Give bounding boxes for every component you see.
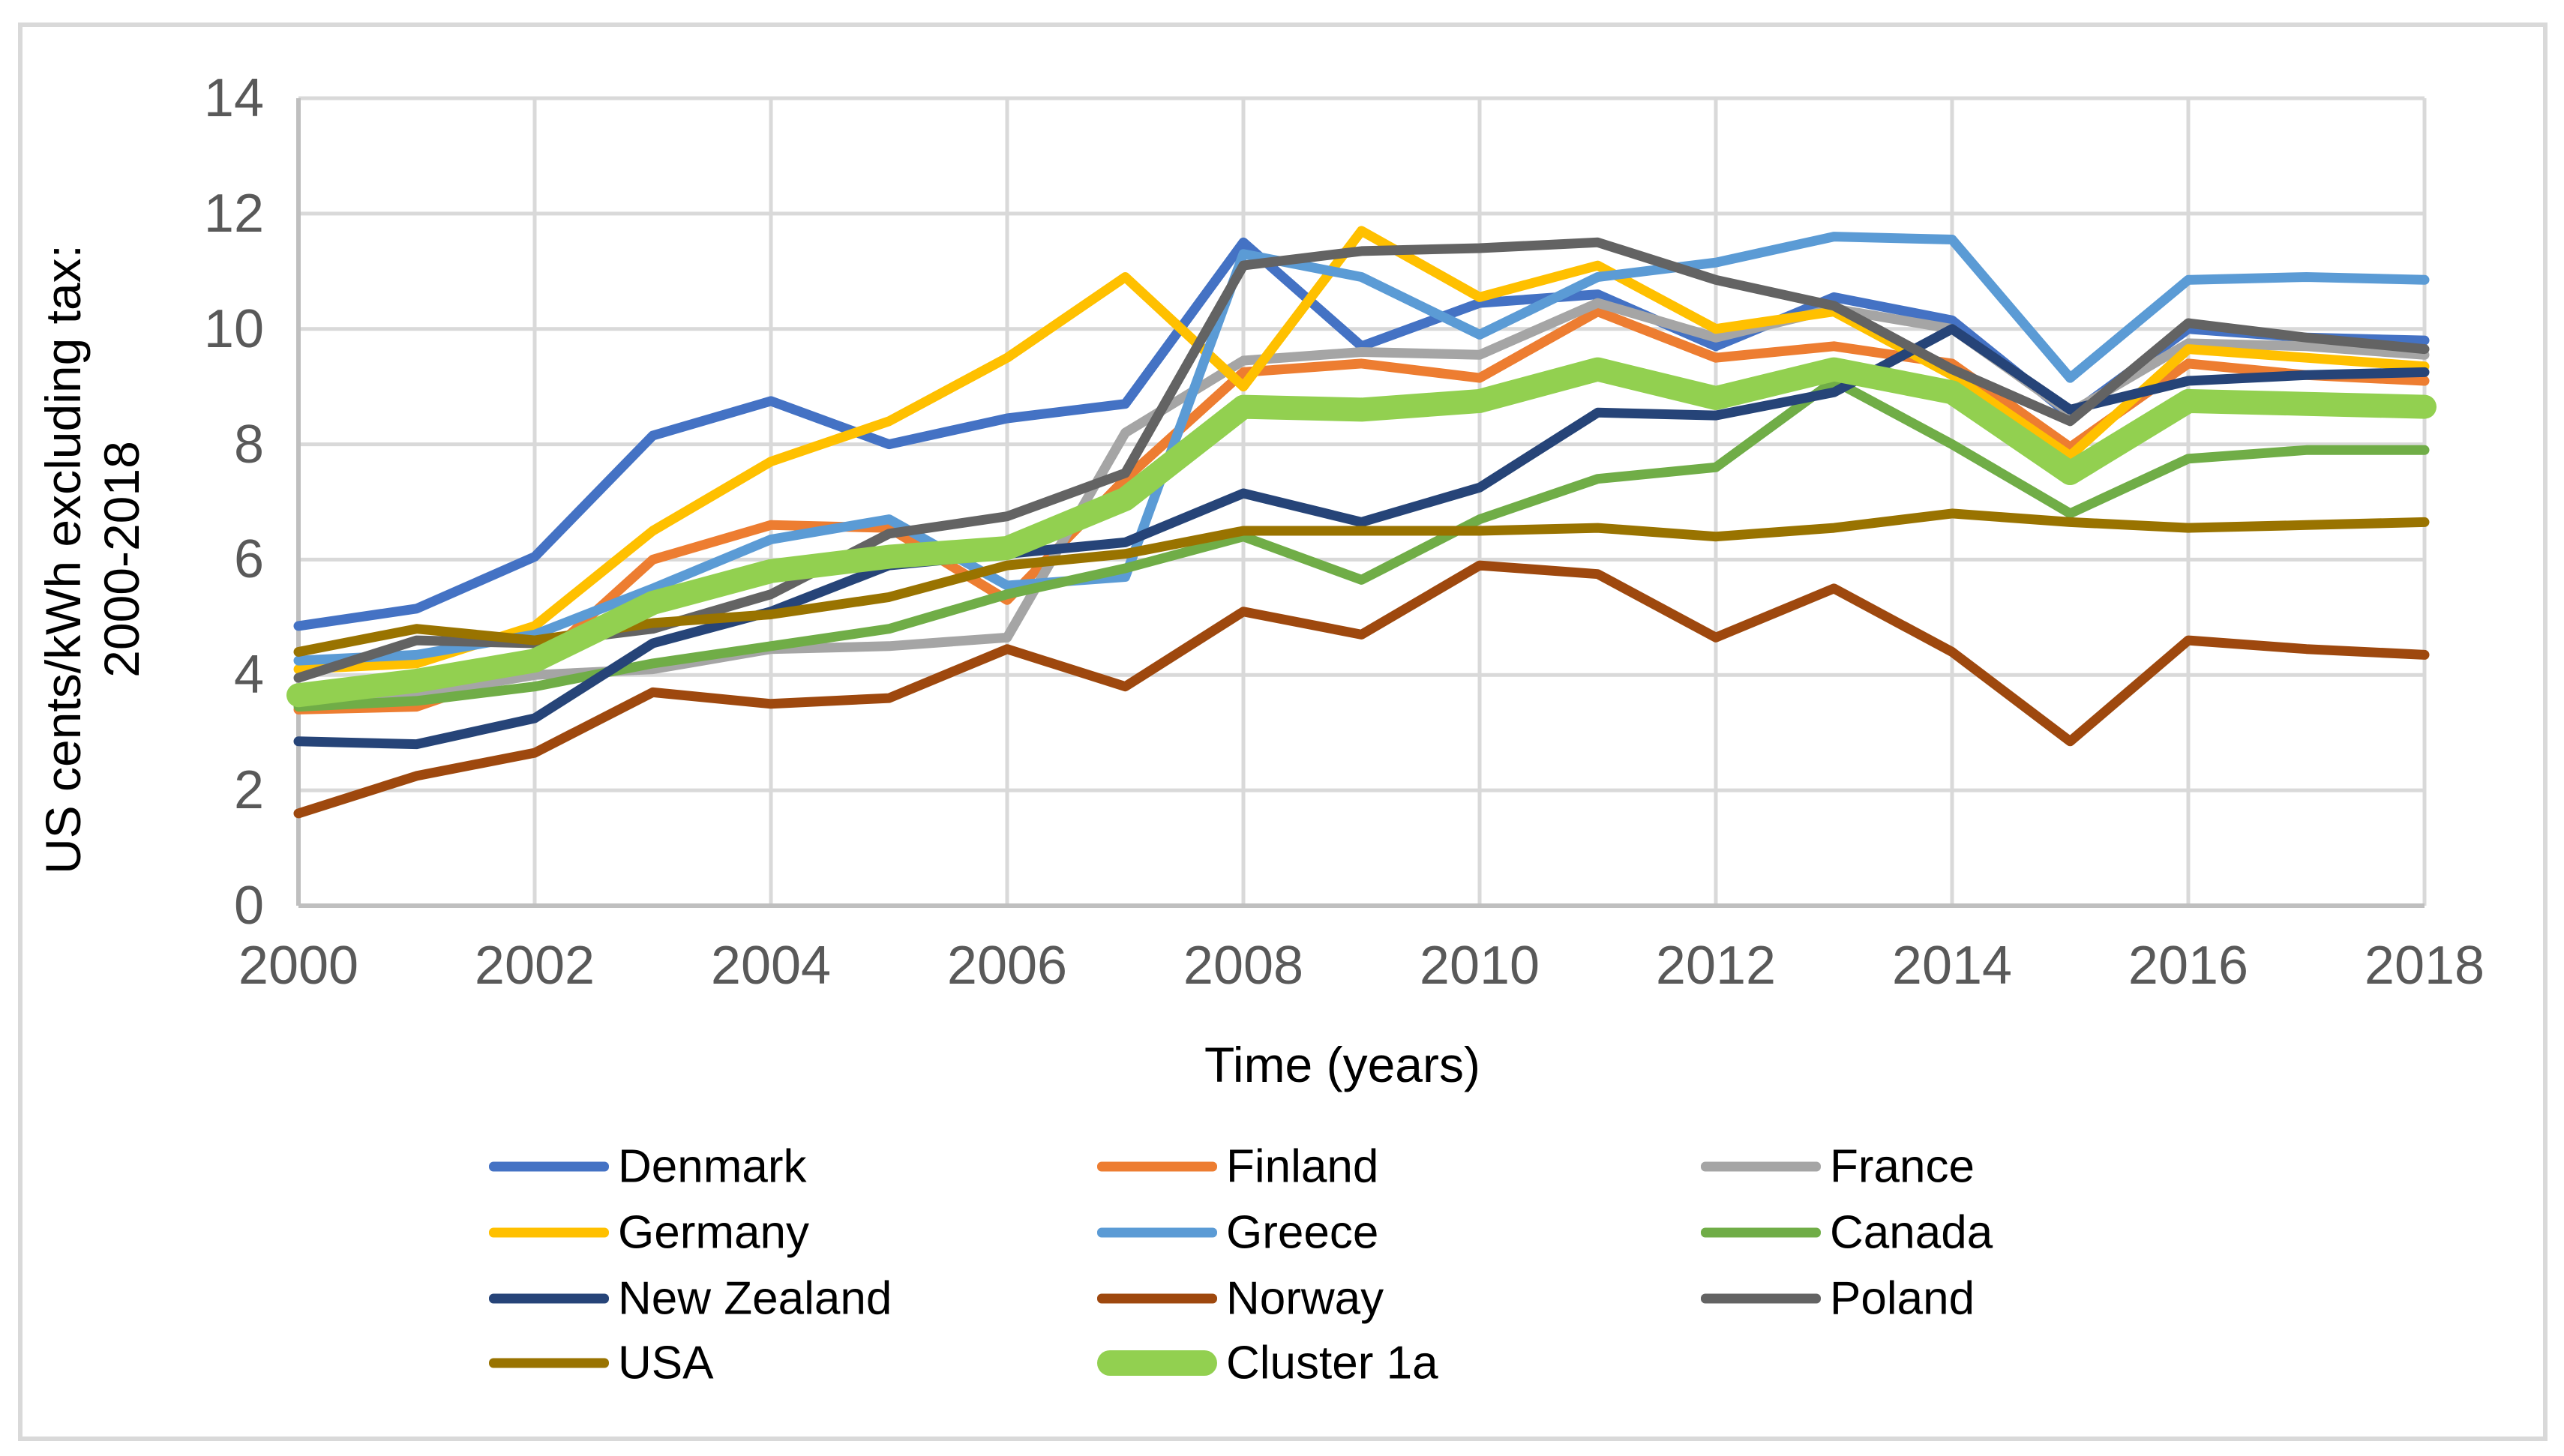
series-line-norway bbox=[293, 560, 2430, 819]
series-line-canada bbox=[293, 376, 2430, 712]
x-tick-label-2018: 2018 bbox=[2364, 936, 2485, 996]
x-tick-label-2002: 2002 bbox=[474, 936, 595, 996]
y-axis-title-line1: US cents/kWh excluding tax: bbox=[35, 244, 91, 875]
y-tick-label-14: 14 bbox=[203, 68, 264, 128]
y-tick-label-0: 0 bbox=[233, 876, 264, 936]
series-line-germany bbox=[293, 226, 2430, 675]
x-tick-label-2004: 2004 bbox=[710, 936, 832, 996]
series-line-new-zealand bbox=[293, 324, 2430, 750]
x-tick-label-2006: 2006 bbox=[946, 936, 1068, 996]
series-line-greece bbox=[293, 232, 2430, 666]
y-tick-label-2: 2 bbox=[233, 760, 264, 821]
x-tick-label-2014: 2014 bbox=[1891, 936, 2013, 996]
x-tick-label-2000: 2000 bbox=[238, 936, 359, 996]
y-tick-label-10: 10 bbox=[203, 298, 264, 359]
x-tick-label-2016: 2016 bbox=[2128, 936, 2249, 996]
x-tick-label-2012: 2012 bbox=[1655, 936, 1777, 996]
series-line-usa bbox=[293, 508, 2430, 657]
x-tick-label-2010: 2010 bbox=[1419, 936, 1540, 996]
series-line-cluster-1a bbox=[286, 357, 2437, 708]
x-tick-label-2008: 2008 bbox=[1183, 936, 1304, 996]
x-axis-title: Time (years) bbox=[1204, 1037, 1480, 1092]
series-line-denmark bbox=[293, 237, 2430, 631]
series-lines bbox=[286, 226, 2437, 819]
y-tick-label-6: 6 bbox=[233, 529, 264, 590]
axis-lines bbox=[296, 98, 2425, 908]
y-tick-label-8: 8 bbox=[233, 414, 264, 475]
y-tick-label-12: 12 bbox=[203, 183, 264, 244]
y-axis-title-line2: 2000-2018 bbox=[94, 441, 149, 678]
y-axis-title: US cents/kWh excluding tax: 2000-2018 bbox=[34, 109, 154, 1009]
series-line-finland bbox=[293, 307, 2430, 715]
series-line-poland bbox=[293, 237, 2430, 683]
y-tick-label-4: 4 bbox=[233, 645, 264, 706]
